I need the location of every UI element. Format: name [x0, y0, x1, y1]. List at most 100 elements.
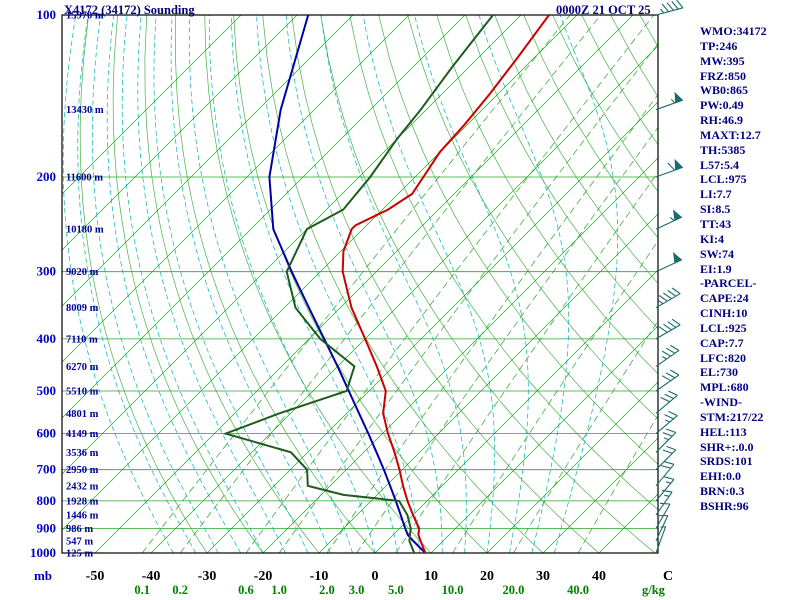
chart-datetime: 0000Z 21 OCT 25: [556, 3, 651, 17]
height-label: 6270 m: [66, 362, 99, 373]
temp-tick-label: -40: [142, 569, 161, 584]
pressure-tick-label: 800: [37, 493, 57, 508]
stat-line: LCL:925: [700, 320, 747, 335]
stat-line: SRDS:101: [700, 454, 753, 469]
pressure-tick-label: 700: [37, 462, 57, 477]
height-label: 15970 m: [66, 11, 104, 22]
wind-barb: [655, 0, 684, 16]
pressure-tick-label: 900: [37, 520, 57, 535]
isotherm-lines: [62, 15, 658, 553]
stat-line: EI:1.9: [700, 261, 732, 276]
wind-barb: [655, 461, 675, 487]
stat-line: WB0:865: [700, 83, 748, 98]
height-label: 986 m: [66, 524, 93, 535]
height-label: 125 m: [66, 549, 93, 560]
stat-line: LFC:820: [700, 350, 746, 365]
chart-grid: [62, 15, 658, 553]
mixing-ratio-label: 10.0: [442, 583, 464, 597]
mixing-ratio-label: 5.0: [388, 583, 404, 597]
dewpoint-profile-line: [222, 15, 494, 553]
stat-line: MAXT:12.7: [700, 127, 761, 142]
temp-tick-label: 10: [424, 569, 438, 584]
stat-line: CAP:7.7: [700, 335, 744, 350]
chart-title: X4172 (34172) Sounding: [64, 3, 195, 17]
stat-line: EL:730: [700, 365, 739, 380]
stat-line: TP:246: [700, 38, 738, 53]
stat-line: SHR+:.0.0: [700, 439, 754, 454]
stat-line: SI:8.5: [700, 202, 731, 217]
height-label: 10180 m: [66, 225, 104, 236]
mixing-ratio-unit-label: g/kg: [642, 583, 666, 597]
isobar-lines: [62, 15, 658, 553]
wind-barb: [655, 476, 675, 502]
temp-tick-label: 0: [372, 569, 379, 584]
temp-tick-label: 40: [592, 569, 606, 584]
height-label: 3536 m: [66, 448, 99, 459]
height-label: 13430 m: [66, 105, 104, 116]
wind-barb: [655, 158, 684, 178]
sounding-profiles: [222, 15, 550, 553]
stat-line: STM:217/22: [700, 409, 764, 424]
stat-line: TH:5385: [700, 142, 746, 157]
stat-line: CINH:10: [700, 306, 748, 321]
stat-line: MW:395: [700, 53, 745, 68]
stat-line: MPL:680: [700, 380, 749, 395]
plot-frame: [61, 14, 659, 554]
pressure-tick-label: 400: [37, 331, 57, 346]
stat-line: BSHR:96: [700, 499, 749, 513]
stat-line: TT:43: [700, 216, 732, 231]
temp-tick-label: 30: [536, 569, 550, 584]
wind-barb: [655, 390, 678, 414]
stat-line: FRZ:850: [700, 68, 746, 83]
wind-barb: [655, 252, 683, 273]
mixing-ratio-label: 1.0: [271, 583, 287, 597]
pressure-tick-label: 200: [37, 169, 57, 184]
stat-line: -WIND-: [700, 395, 742, 410]
wind-barb: [655, 318, 681, 340]
wind-barb: [655, 91, 684, 111]
stat-line: HEL:113: [700, 424, 747, 439]
stat-line: PW:0.49: [700, 98, 744, 113]
pressure-tick-label: 1000: [30, 545, 56, 560]
wind-barb: [655, 445, 677, 471]
moist-adiabat-lines: [62, 15, 619, 553]
mixing-ratio-label: 0.6: [238, 583, 254, 597]
height-label: 5510 m: [66, 387, 99, 398]
height-label: 4801 m: [66, 409, 99, 420]
mixing-ratio-lines: [141, 15, 658, 553]
stat-line: WMO:34172: [700, 24, 767, 38]
height-label: 9020 m: [66, 267, 99, 278]
temperature-profile-line: [341, 15, 550, 553]
height-label: 7110 m: [66, 334, 98, 345]
pressure-tick-label: 600: [37, 426, 57, 441]
stat-line: KI:4: [700, 231, 724, 246]
wind-barb: [655, 502, 671, 529]
height-label: 2432 m: [66, 481, 99, 492]
temp-tick-label: -50: [86, 569, 105, 584]
stats-panel: WMO:34172 TP:246 MW:395 FRZ:850 WB0:865 …: [700, 24, 767, 514]
mixing-ratio-label: 20.0: [502, 583, 524, 597]
mixing-ratio-label: 0.2: [172, 583, 188, 597]
parcel-trace-line: [268, 15, 427, 553]
mixing-ratio-label: 3.0: [349, 583, 365, 597]
stat-line: L57:5.4: [700, 157, 739, 172]
stat-line: RH:46.9: [700, 113, 743, 128]
mixing-ratio-label: 40.0: [567, 583, 589, 597]
wind-barb: [655, 344, 680, 367]
pressure-tick-label: 100: [37, 7, 57, 22]
pressure-tick-label: 300: [37, 264, 57, 279]
temp-tick-label: 20: [480, 569, 494, 584]
stat-line: SW:74: [700, 246, 735, 261]
pressure-unit-label: mb: [34, 568, 52, 583]
wind-barb: [655, 209, 683, 230]
height-label: 1928 m: [66, 496, 99, 507]
height-label: 2950 m: [66, 465, 99, 476]
height-label: 4149 m: [66, 429, 99, 440]
height-label: 1446 m: [66, 511, 99, 522]
mixing-ratio-label: 2.0: [319, 583, 335, 597]
wind-barb: [655, 410, 678, 435]
stat-line: BRN:0.3: [700, 484, 745, 499]
height-label: 547 m: [66, 537, 93, 548]
